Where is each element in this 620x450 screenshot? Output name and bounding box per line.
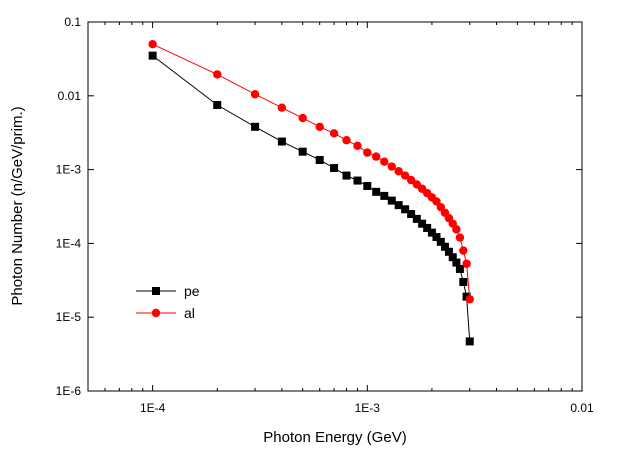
legend-label: al	[184, 305, 195, 321]
data-point-al	[400, 171, 410, 180]
series-pe	[148, 51, 474, 346]
y-tick-label: 1E-6	[56, 384, 82, 398]
y-axis-title: Photon Number (n/GeV/prim.)	[9, 106, 26, 305]
legend-marker-circle	[151, 308, 161, 318]
data-point-al	[250, 90, 260, 99]
data-point-pe	[277, 137, 286, 146]
data-point-al	[363, 148, 372, 157]
data-point-al	[315, 122, 324, 132]
data-point-pe	[251, 122, 260, 131]
data-point-al	[329, 129, 339, 138]
data-point-pe	[459, 277, 468, 286]
data-point-pe	[394, 201, 403, 210]
legend: pe al	[136, 283, 200, 321]
data-point-pe	[455, 264, 464, 273]
data-point-pe	[427, 228, 436, 237]
series-al	[148, 40, 474, 304]
data-point-al	[452, 225, 461, 234]
plot-frame	[87, 21, 583, 392]
legend-marker-square	[152, 287, 160, 295]
x-tick-label: 1E-4	[140, 401, 166, 415]
data-point-pe	[401, 205, 410, 214]
data-point-pe	[432, 233, 441, 242]
data-point-al	[394, 167, 403, 176]
data-point-al	[148, 40, 157, 49]
data-point-pe	[412, 214, 421, 223]
y-tick-label: 1E-4	[56, 236, 82, 250]
data-point-pe	[330, 164, 339, 173]
legend-item-al: al	[136, 305, 195, 321]
data-point-pe	[148, 51, 157, 60]
data-point-pe	[407, 210, 416, 219]
data-point-pe	[342, 171, 351, 180]
axis-tick-labels: 1E-4 1E-3 0.01 0.1 0.01 1E-3 1E-4 1E-5 1E-6	[56, 15, 594, 415]
data-point-pe	[465, 337, 474, 346]
data-point-al	[380, 157, 389, 166]
x-axis-title: Photon Energy (GeV)	[263, 429, 406, 446]
data-point-al	[459, 246, 468, 255]
data-point-pe	[387, 196, 396, 205]
data-point-pe	[213, 101, 222, 110]
axis-ticks	[88, 21, 583, 392]
data-point-al	[462, 259, 471, 268]
data-point-pe	[440, 242, 449, 251]
legend-item-pe: pe	[136, 283, 200, 299]
data-point-al	[465, 295, 474, 304]
data-point-al	[277, 103, 287, 112]
y-tick-label: 1E-5	[56, 310, 82, 324]
data-point-al	[298, 113, 307, 123]
data-point-pe	[298, 147, 307, 156]
data-point-al	[387, 162, 396, 171]
y-tick-label: 1E-3	[56, 163, 82, 177]
series-layer	[148, 40, 474, 346]
x-tick-label: 0.01	[570, 401, 594, 415]
data-point-al	[342, 136, 351, 145]
data-point-pe	[315, 155, 324, 164]
data-point-al	[432, 197, 441, 206]
data-point-pe	[444, 247, 453, 256]
y-tick-label: 0.01	[58, 89, 82, 103]
x-tick-label: 1E-3	[355, 401, 381, 415]
data-point-al	[353, 141, 362, 151]
legend-label: pe	[184, 283, 200, 299]
data-point-pe	[372, 187, 381, 196]
data-point-al	[371, 152, 381, 161]
data-point-pe	[448, 253, 457, 262]
data-point-pe	[452, 258, 461, 267]
data-point-pe	[353, 176, 362, 185]
y-tick-label: 0.1	[64, 15, 81, 29]
data-point-pe	[363, 181, 372, 190]
data-point-al	[455, 233, 465, 242]
data-point-pe	[423, 223, 432, 232]
data-point-pe	[380, 191, 389, 200]
data-point-al	[213, 70, 222, 79]
data-point-pe	[436, 237, 445, 246]
data-point-pe	[418, 219, 427, 228]
